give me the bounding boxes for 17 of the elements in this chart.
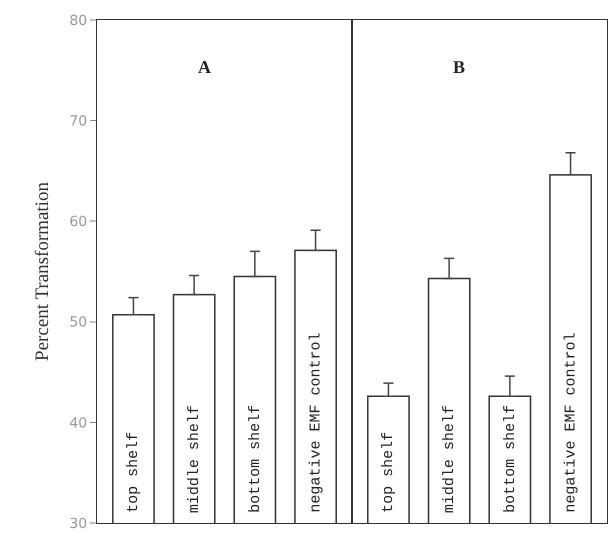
category-label: top shelf — [124, 432, 142, 513]
category-label: middle shelf — [441, 405, 458, 514]
category-label: top shelf — [380, 432, 397, 513]
y-tick-label: 50 — [69, 314, 88, 331]
y-tick-label: 70 — [69, 114, 88, 130]
text: A — [198, 57, 211, 77]
category-label: negative EMF control — [308, 332, 325, 513]
y-axis-title: Percent Transformation — [32, 182, 54, 361]
y-tick-label: 40 — [69, 415, 88, 432]
y-tick-label: 60 — [69, 214, 88, 230]
text: B — [453, 57, 466, 77]
category-label: negative EMF control — [562, 332, 580, 513]
y-tick-label: 30 — [69, 516, 88, 532]
category-label: middle shelf — [186, 405, 204, 514]
category-label: bottom shelf — [502, 404, 519, 513]
y-tick-label: 80 — [69, 12, 88, 29]
category-label: bottom shelf — [246, 404, 264, 513]
